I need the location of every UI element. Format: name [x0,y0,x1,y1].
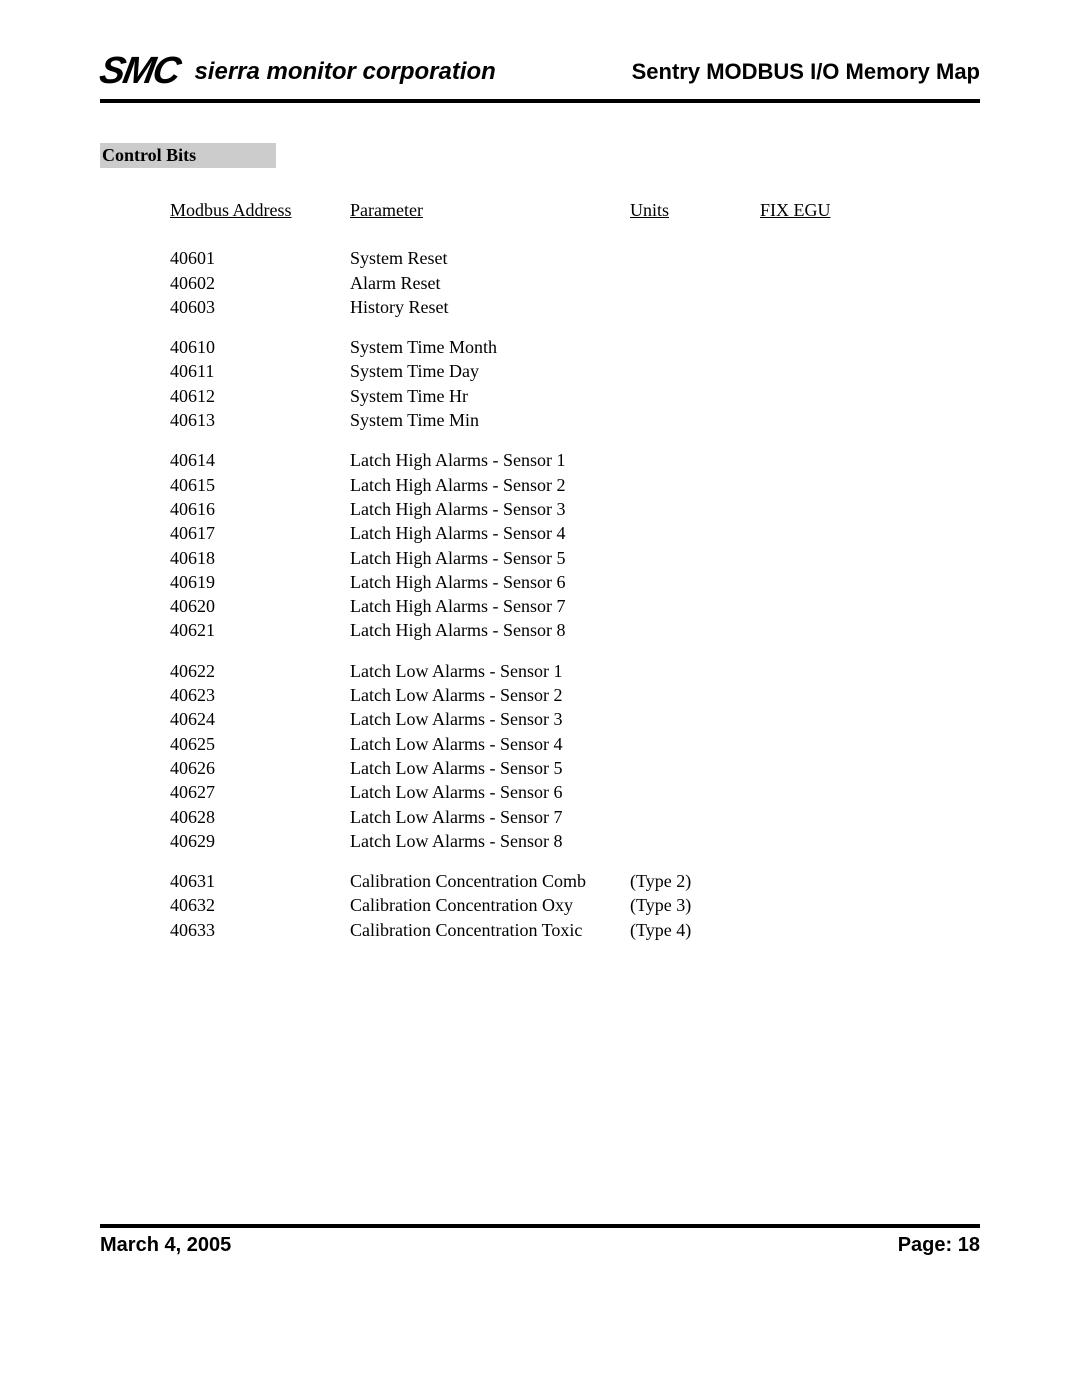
cell-address: 40602 [170,271,350,295]
section-title: Control Bits [100,143,276,168]
table-row: 40611System Time Day [170,359,980,383]
col-header-fixegu: FIX EGU [760,198,880,222]
cell-parameter: Latch Low Alarms - Sensor 5 [350,756,630,780]
col-header-parameter: Parameter [350,198,630,222]
cell-parameter: System Time Hr [350,384,630,408]
cell-parameter: Latch High Alarms - Sensor 8 [350,618,630,642]
cell-address: 40618 [170,546,350,570]
cell-parameter: Latch High Alarms - Sensor 1 [350,448,630,472]
cell-address: 40616 [170,497,350,521]
cell-address: 40615 [170,473,350,497]
table-row: 40612System Time Hr [170,384,980,408]
document-title: Sentry MODBUS I/O Memory Map [632,59,980,85]
table-header-row: Modbus Address Parameter Units FIX EGU [170,198,980,222]
col-header-address: Modbus Address [170,198,350,222]
table-row: 40624Latch Low Alarms - Sensor 3 [170,707,980,731]
cell-parameter: Latch Low Alarms - Sensor 6 [350,780,630,804]
table-row: 40602Alarm Reset [170,271,980,295]
cell-parameter: Calibration Concentration Oxy [350,893,630,917]
cell-parameter: System Time Min [350,408,630,432]
page-header: SMC sierra monitor corporation Sentry MO… [100,50,980,103]
table-row: 40629Latch Low Alarms - Sensor 8 [170,829,980,853]
cell-parameter: Latch Low Alarms - Sensor 4 [350,732,630,756]
table-row: 40616Latch High Alarms - Sensor 3 [170,497,980,521]
table-row: 40613System Time Min [170,408,980,432]
cell-address: 40623 [170,683,350,707]
cell-parameter: Calibration Concentration Toxic [350,918,630,942]
cell-parameter: Latch High Alarms - Sensor 2 [350,473,630,497]
cell-address: 40613 [170,408,350,432]
cell-address: 40626 [170,756,350,780]
cell-address: 40633 [170,918,350,942]
cell-address: 40611 [170,359,350,383]
cell-address: 40621 [170,618,350,642]
page-footer: March 4, 2005 Page: 18 [100,1224,980,1257]
cell-address: 40612 [170,384,350,408]
cell-address: 40628 [170,805,350,829]
footer-page-label: Page: [898,1234,952,1256]
cell-parameter: System Reset [350,246,630,270]
table-row: 40625Latch Low Alarms - Sensor 4 [170,732,980,756]
cell-note: (Type 2) [630,869,691,893]
table-row: 40617Latch High Alarms - Sensor 4 [170,521,980,545]
cell-parameter: Latch Low Alarms - Sensor 1 [350,659,630,683]
cell-note: (Type 4) [630,918,691,942]
table-row: 40626Latch Low Alarms - Sensor 5 [170,756,980,780]
table-row: 40621Latch High Alarms - Sensor 8 [170,618,980,642]
cell-note: (Type 3) [630,893,691,917]
cell-parameter: History Reset [350,295,630,319]
table-row: 40633Calibration Concentration Toxic(Typ… [170,918,980,942]
table-row: 40603History Reset [170,295,980,319]
cell-parameter: Latch Low Alarms - Sensor 2 [350,683,630,707]
cell-address: 40631 [170,869,350,893]
cell-address: 40620 [170,594,350,618]
cell-parameter: Latch Low Alarms - Sensor 7 [350,805,630,829]
table-body: 40601System Reset40602Alarm Reset40603Hi… [170,246,980,942]
cell-address: 40627 [170,780,350,804]
cell-address: 40625 [170,732,350,756]
logo: SMC [96,50,182,93]
cell-address: 40617 [170,521,350,545]
table-row: 40632Calibration Concentration Oxy(Type … [170,893,980,917]
footer-page: Page: 18 [898,1234,980,1257]
header-left: SMC sierra monitor corporation [100,50,496,93]
table-row: 40622Latch Low Alarms - Sensor 1 [170,659,980,683]
table-row: 40618Latch High Alarms - Sensor 5 [170,546,980,570]
table-row: 40627Latch Low Alarms - Sensor 6 [170,780,980,804]
cell-parameter: Latch High Alarms - Sensor 6 [350,570,630,594]
cell-parameter: System Time Day [350,359,630,383]
cell-parameter: Latch Low Alarms - Sensor 8 [350,829,630,853]
cell-parameter: Latch Low Alarms - Sensor 3 [350,707,630,731]
table-row: 40620Latch High Alarms - Sensor 7 [170,594,980,618]
cell-address: 40601 [170,246,350,270]
cell-address: 40610 [170,335,350,359]
table-row: 40631Calibration Concentration Comb(Type… [170,869,980,893]
table-row: 40610System Time Month [170,335,980,359]
cell-address: 40629 [170,829,350,853]
cell-parameter: System Time Month [350,335,630,359]
cell-address: 40622 [170,659,350,683]
cell-address: 40603 [170,295,350,319]
memory-map-table: Modbus Address Parameter Units FIX EGU 4… [100,198,980,942]
table-row: 40601System Reset [170,246,980,270]
cell-address: 40619 [170,570,350,594]
cell-parameter: Alarm Reset [350,271,630,295]
cell-parameter: Latch High Alarms - Sensor 3 [350,497,630,521]
table-row: 40614Latch High Alarms - Sensor 1 [170,448,980,472]
cell-address: 40614 [170,448,350,472]
company-name: sierra monitor corporation [194,58,495,86]
cell-parameter: Latch High Alarms - Sensor 7 [350,594,630,618]
table-row: 40619Latch High Alarms - Sensor 6 [170,570,980,594]
footer-page-number: 18 [958,1234,980,1256]
footer-date: March 4, 2005 [100,1234,231,1257]
cell-parameter: Calibration Concentration Comb [350,869,630,893]
cell-address: 40624 [170,707,350,731]
cell-parameter: Latch High Alarms - Sensor 4 [350,521,630,545]
table-row: 40623Latch Low Alarms - Sensor 2 [170,683,980,707]
cell-address: 40632 [170,893,350,917]
table-row: 40615Latch High Alarms - Sensor 2 [170,473,980,497]
cell-parameter: Latch High Alarms - Sensor 5 [350,546,630,570]
col-header-units: Units [630,198,760,222]
table-row: 40628Latch Low Alarms - Sensor 7 [170,805,980,829]
